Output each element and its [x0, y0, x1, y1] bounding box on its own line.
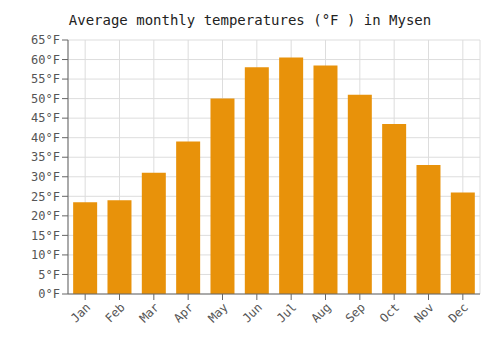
- svg-text:40°F: 40°F: [31, 131, 60, 145]
- svg-text:Apr: Apr: [171, 300, 196, 325]
- svg-text:Oct: Oct: [377, 300, 402, 325]
- svg-text:Mar: Mar: [137, 300, 162, 325]
- svg-text:25°F: 25°F: [31, 190, 60, 204]
- svg-text:65°F: 65°F: [31, 33, 60, 47]
- svg-text:May: May: [205, 300, 230, 325]
- svg-text:Sep: Sep: [343, 300, 368, 325]
- svg-text:60°F: 60°F: [31, 53, 60, 67]
- svg-text:30°F: 30°F: [31, 170, 60, 184]
- svg-text:15°F: 15°F: [31, 229, 60, 243]
- svg-text:Nov: Nov: [411, 300, 436, 325]
- svg-text:45°F: 45°F: [31, 111, 60, 125]
- svg-text:Jul: Jul: [274, 300, 299, 325]
- svg-text:55°F: 55°F: [31, 72, 60, 86]
- svg-text:Aug: Aug: [308, 300, 333, 325]
- svg-text:Dec: Dec: [446, 300, 471, 325]
- svg-text:20°F: 20°F: [31, 209, 60, 223]
- svg-text:5°F: 5°F: [38, 268, 60, 282]
- svg-text:Feb: Feb: [102, 300, 127, 325]
- svg-text:0°F: 0°F: [38, 287, 60, 301]
- svg-text:Jun: Jun: [240, 300, 265, 325]
- svg-text:35°F: 35°F: [31, 150, 60, 164]
- svg-text:Jan: Jan: [68, 300, 93, 325]
- svg-text:10°F: 10°F: [31, 248, 60, 262]
- html-text:Average monthly temperatures (: Average monthly temperatures (°F ) in My…: [68, 12, 432, 28]
- svg-text:50°F: 50°F: [31, 92, 60, 106]
